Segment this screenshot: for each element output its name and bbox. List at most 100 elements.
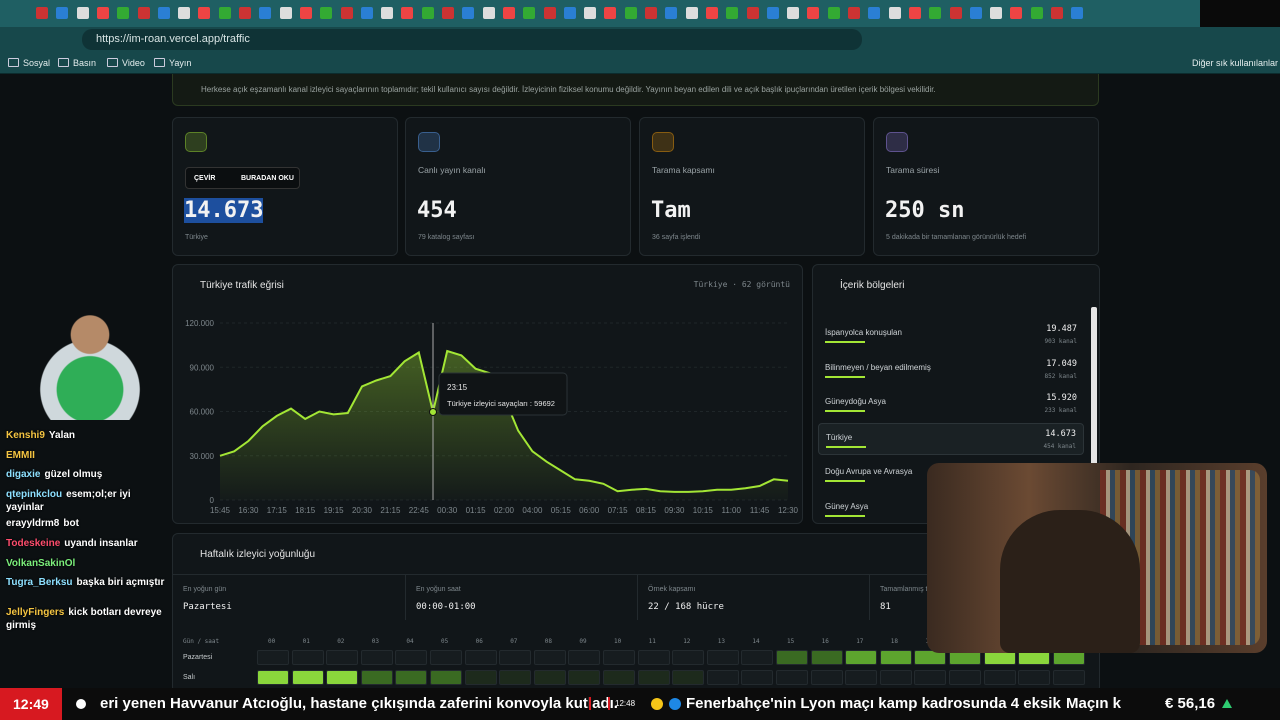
region-row[interactable]: İspanyolca konuşulan 19.487 903 kanal [818, 319, 1084, 351]
tab-icon[interactable] [665, 7, 678, 19]
tab-icon[interactable] [360, 7, 373, 19]
tab-icon[interactable] [969, 7, 982, 19]
bookmark[interactable]: Sosyal [23, 58, 51, 68]
tab-icon[interactable] [787, 7, 800, 19]
tab-icon[interactable] [1071, 7, 1084, 19]
tab-icon[interactable] [198, 7, 211, 19]
tab-icon[interactable] [157, 7, 170, 19]
headline: eri yenen Havvanur Atcıoğlu, hastane çık… [100, 695, 618, 712]
tab-icon[interactable] [178, 7, 191, 19]
tab-icon[interactable] [726, 7, 739, 19]
tab-icon[interactable] [949, 7, 962, 19]
region-row[interactable]: Doğu Avrupa ve Avrasya [818, 458, 1084, 490]
tab-icon[interactable] [746, 7, 759, 19]
tab-icon[interactable] [868, 7, 881, 19]
tab-icon[interactable] [1030, 7, 1043, 19]
tab-icon[interactable] [279, 7, 292, 19]
tab-icon[interactable] [340, 7, 353, 19]
tab-icon[interactable] [442, 7, 454, 19]
tab-icon[interactable] [299, 7, 312, 19]
heat-cell [810, 670, 843, 685]
chat-message: qtepinkclou esem;ol;er iyi yayinlar [6, 488, 171, 514]
region-name: İspanyolca konuşulan [825, 328, 902, 337]
bookmark[interactable]: Yayın [169, 58, 192, 68]
tab-icon[interactable] [259, 7, 272, 19]
tab-icon[interactable] [320, 7, 333, 19]
translate-button[interactable]: ÇEVİR [194, 175, 216, 182]
tab-icon[interactable] [96, 7, 109, 19]
hour-label: 18 [890, 638, 899, 645]
tab-icon[interactable] [563, 7, 576, 19]
region-row[interactable]: Güney Asya [818, 493, 1084, 524]
tab-icon[interactable] [421, 7, 434, 19]
hour-label: 17 [856, 638, 864, 645]
chat-message: JellyFingers kick botları devreye girmiş [6, 606, 171, 632]
hour-label: 11 [648, 638, 656, 645]
region-row[interactable]: Bilinmeyen / beyan edilmemiş 17.049 852 ka… [818, 354, 1084, 386]
tab-icon[interactable] [401, 7, 414, 19]
tab-icon[interactable] [848, 7, 860, 19]
x-tick-label: 00:30 [437, 506, 458, 515]
tab-icon[interactable] [604, 7, 617, 19]
stat-sub: Türkiye [185, 234, 208, 241]
address-bar[interactable] [82, 29, 862, 50]
emoji [651, 698, 663, 710]
price: € 56,16 [1165, 695, 1216, 712]
folder-icon [107, 58, 118, 67]
active-point [429, 407, 437, 416]
tab-icon[interactable] [685, 7, 698, 19]
tab-icon[interactable] [624, 7, 637, 19]
tab-icon[interactable] [76, 7, 89, 19]
chat-message: digaxie güzel olmuş [6, 468, 171, 481]
hour-label: 12 [683, 638, 691, 645]
x-tick-label: 16:30 [238, 506, 259, 515]
tab-icon[interactable] [807, 7, 820, 19]
tab-icon[interactable] [462, 7, 475, 19]
heat-cell [464, 650, 497, 665]
bookmark[interactable]: Video [122, 58, 145, 68]
tab-icon[interactable] [584, 7, 597, 19]
tab-icon[interactable] [1010, 7, 1023, 19]
tab-icon[interactable] [36, 7, 48, 19]
tab-icon[interactable] [645, 7, 657, 19]
tooltip-box [438, 372, 568, 416]
stat-value: Tam [651, 198, 691, 223]
tab-icon[interactable] [502, 7, 515, 19]
x-tick-label: 10:15 [693, 506, 714, 515]
read-button[interactable]: BURADAN OKU [241, 175, 294, 182]
heat-cell [326, 650, 359, 665]
tab-icon[interactable] [523, 7, 536, 19]
tab-icon[interactable] [482, 7, 495, 19]
tab-icon[interactable] [908, 7, 921, 19]
scrollbar [1091, 307, 1097, 467]
tab-icon[interactable] [218, 7, 231, 19]
tab-icon[interactable] [56, 7, 69, 19]
tab-icon[interactable] [929, 7, 942, 19]
heat-cell [845, 670, 878, 685]
heat-cell [360, 670, 393, 685]
tab-icon[interactable] [827, 7, 840, 19]
tab-icon[interactable] [239, 7, 251, 19]
region-row[interactable]: Güneydoğu Asya 15.920 233 kanal [818, 388, 1084, 420]
day-label: Pazartesi [183, 654, 213, 661]
tab-icon[interactable] [543, 7, 556, 19]
tab-icon[interactable] [705, 7, 718, 19]
tab-icon[interactable] [766, 7, 779, 19]
tab-icon[interactable] [990, 7, 1003, 19]
region-row[interactable]: Türkiye 14.673 454 kanal [818, 423, 1084, 456]
weekly-stat: Örnek kapsamı 22 / 168 hücre [637, 574, 869, 620]
tab-icon[interactable] [381, 7, 394, 19]
heat-cell [499, 650, 532, 665]
tab-icon[interactable] [117, 7, 130, 19]
chat-text: kick botları devreye girmiş [6, 606, 162, 631]
tab-icon[interactable] [1051, 7, 1063, 19]
weekly-stat-value: 81 [880, 602, 891, 612]
headline-2: Fenerbahçe'nin Lyon maçı kamp kadrosunda… [686, 695, 1061, 712]
tab-icon[interactable] [137, 7, 150, 19]
tab-icon[interactable] [888, 7, 901, 19]
region-sub: 852 kanal [1044, 372, 1077, 380]
chat-message: VolkanSakinOl [6, 557, 171, 570]
bookmark[interactable]: Basın [73, 58, 97, 68]
stat-label: Tarama süresi [886, 165, 940, 175]
